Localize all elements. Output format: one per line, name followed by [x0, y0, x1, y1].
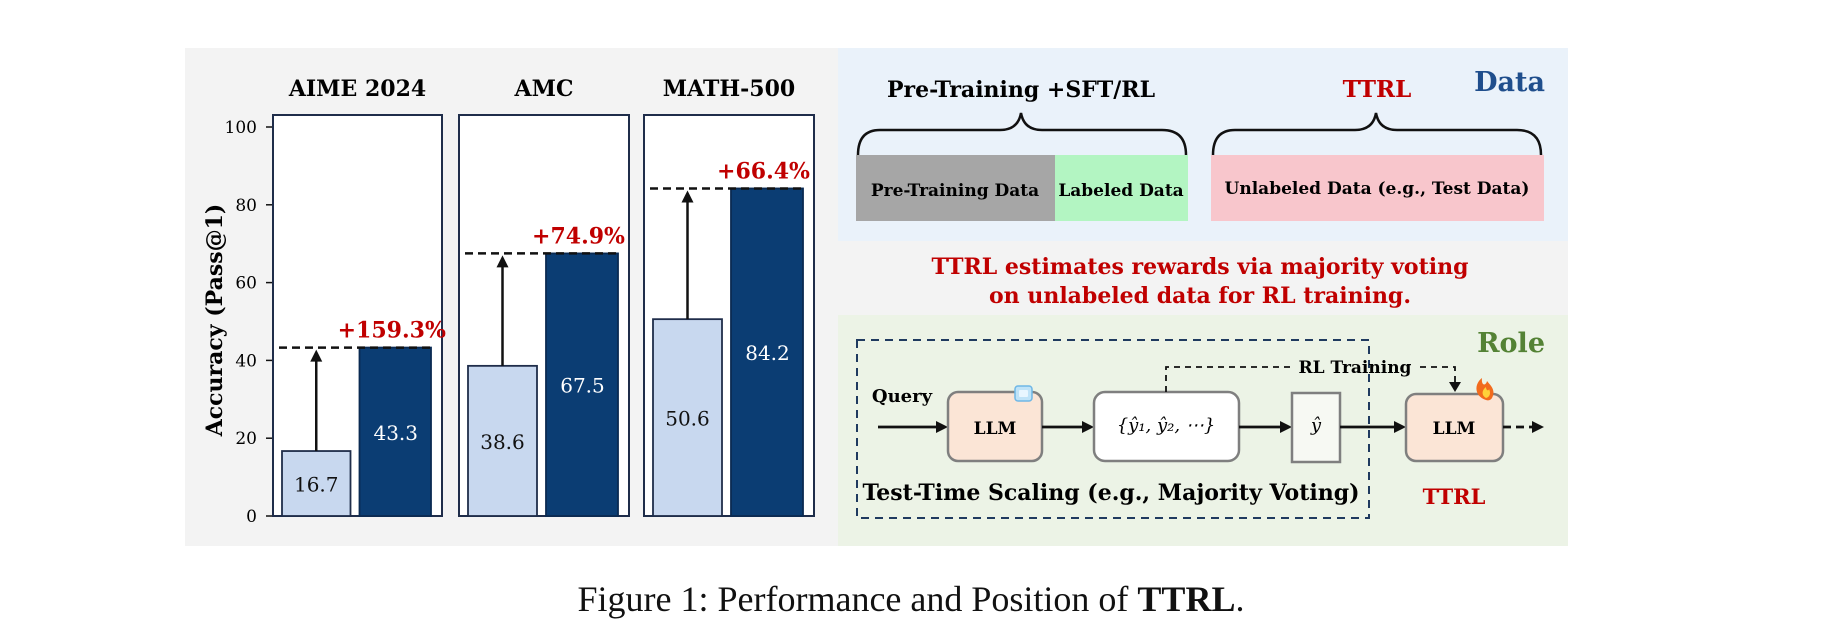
- query-arrow-head: [936, 421, 948, 433]
- baseline-bar: [652, 318, 723, 517]
- labeled-data-box: [1055, 155, 1188, 221]
- pretraining-data-label: Pre-Training Data: [871, 181, 1039, 201]
- unlabeled-data-box: [1211, 155, 1544, 221]
- answer-to-ttrl-head: [1394, 421, 1406, 433]
- labeled-data-label: Labeled Data: [1058, 181, 1183, 201]
- chart-title: AIME 2024: [288, 76, 426, 102]
- y-tick-labels: 0 20 40 60 80 100: [225, 118, 273, 527]
- middle-text-line1: TTRL estimates rewards via majority voti…: [932, 254, 1469, 280]
- baseline-bar: [467, 364, 538, 517]
- y-tick-label: 20: [235, 429, 257, 449]
- query-label: Query: [872, 386, 933, 407]
- pretraining-header: Pre-Training +SFT/RL: [887, 77, 1155, 103]
- middle-text-line2: on unlabeled data for RL training.: [989, 283, 1411, 309]
- baseline-value-label: 50.6: [665, 407, 710, 431]
- pretraining-data-box: [856, 155, 1055, 221]
- candidates-to-answer-head: [1280, 421, 1292, 433]
- rl-training-label: RL Training: [1299, 358, 1412, 378]
- role-title: Role: [1477, 328, 1545, 359]
- ttrl-llm-label: LLM: [1433, 419, 1476, 439]
- left-brace: [856, 112, 1188, 156]
- ttrl-bar: [730, 187, 804, 517]
- gain-label: +159.3%: [338, 318, 446, 344]
- charts: AIME 2024 16.7 43.3 +159.3% AMC 38.6 67.5 +74.9…: [272, 76, 815, 517]
- ttrl-value-label: 67.5: [560, 374, 605, 398]
- ttrl-data-header: TTRL: [1343, 76, 1412, 103]
- figure-svg: Accuracy (Pass@1) 0 20 40 60 80 100 AIME 2024…: [202, 67, 1568, 546]
- y-tick-label: 60: [235, 274, 257, 294]
- figure-caption: Figure 1: Performance and Position of TT…: [0, 578, 1822, 620]
- baseline-value-label: 38.6: [480, 430, 525, 454]
- rl-training-feedback: [1165, 366, 1456, 392]
- y-tick-label: 40: [235, 351, 257, 371]
- gain-label: +74.9%: [532, 223, 625, 249]
- ttrl-value-label: 84.2: [745, 341, 790, 365]
- chart-title: MATH-500: [663, 76, 795, 102]
- ttrl-output-head: [1532, 421, 1544, 433]
- gain-arrow-head: [496, 255, 509, 268]
- gain-arrow-head: [681, 190, 694, 203]
- caption-prefix: Figure 1: Performance and Position of: [577, 579, 1138, 619]
- llm-label: LLM: [974, 419, 1017, 439]
- ttrl-bar: [358, 346, 432, 517]
- chart-title: AMC: [514, 76, 574, 102]
- right-brace: [1211, 112, 1543, 156]
- ttrl-label: TTRL: [1423, 484, 1486, 509]
- llm-to-candidates-head: [1082, 421, 1094, 433]
- ice-cube-icon: [1014, 385, 1033, 402]
- data-title: Data: [1474, 67, 1545, 98]
- rl-training-feedback-head: [1449, 382, 1461, 392]
- y-axis-label: Accuracy (Pass@1): [202, 204, 228, 438]
- gain-label: +66.4%: [717, 158, 810, 184]
- tts-label: Test-Time Scaling (e.g., Majority Voting…: [862, 480, 1359, 506]
- candidates-label: {ŷ₁, ŷ₂, ⋯}: [1117, 415, 1216, 436]
- fire-icon: [1476, 378, 1494, 401]
- test-time-scaling-box: [856, 339, 1370, 519]
- y-tick-label: 80: [235, 196, 257, 216]
- caption-suffix: .: [1235, 579, 1245, 619]
- ttrl-value-label: 43.3: [373, 421, 418, 445]
- answer-label: ŷ: [1310, 415, 1322, 436]
- y-tick-label: 0: [246, 507, 257, 527]
- ttrl-bar: [545, 252, 619, 517]
- y-tick-label: 100: [225, 118, 257, 138]
- gain-arrow-head: [310, 349, 323, 362]
- unlabeled-data-label: Unlabeled Data (e.g., Test Data): [1225, 179, 1530, 199]
- caption-bold: TTRL: [1137, 579, 1236, 619]
- baseline-value-label: 16.7: [294, 473, 339, 497]
